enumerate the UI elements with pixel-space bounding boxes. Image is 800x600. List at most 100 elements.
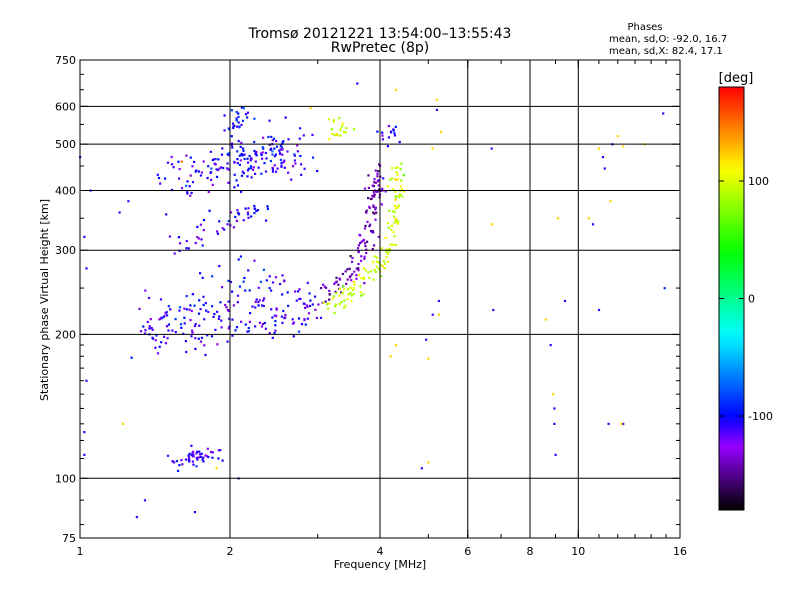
data-point xyxy=(264,327,267,330)
data-point xyxy=(246,169,250,172)
data-point xyxy=(374,208,377,211)
data-point xyxy=(357,267,360,270)
data-point xyxy=(177,160,180,163)
data-point xyxy=(365,209,368,212)
data-point xyxy=(383,267,386,270)
data-point xyxy=(375,260,378,263)
data-point xyxy=(206,334,209,337)
data-point xyxy=(297,317,301,320)
data-point xyxy=(331,297,334,300)
data-point xyxy=(368,276,371,279)
data-point xyxy=(217,449,220,452)
data-point xyxy=(166,454,170,457)
data-point xyxy=(221,227,224,230)
data-point xyxy=(158,318,161,321)
data-point xyxy=(356,82,359,85)
data-point xyxy=(337,283,340,286)
data-point xyxy=(212,315,215,318)
data-point xyxy=(591,223,595,226)
data-point xyxy=(219,301,222,304)
data-point xyxy=(370,270,373,273)
data-point xyxy=(263,297,266,300)
data-point xyxy=(83,453,86,456)
data-point xyxy=(369,197,372,201)
data-point xyxy=(381,187,384,190)
data-point xyxy=(241,170,244,173)
data-point xyxy=(402,190,405,193)
data-point xyxy=(239,145,242,148)
data-point xyxy=(392,210,395,213)
data-point xyxy=(311,156,315,159)
data-point xyxy=(362,276,366,279)
chart-title: Tromsø 20121221 13:54:00–13:55:43 xyxy=(248,26,512,42)
data-point xyxy=(197,312,201,315)
data-point xyxy=(188,185,191,188)
data-point xyxy=(379,263,382,266)
data-point xyxy=(390,228,393,231)
data-point xyxy=(374,169,377,172)
data-point xyxy=(261,304,264,307)
data-point xyxy=(221,286,224,289)
colorbar: 100 0 -100 xyxy=(718,86,773,511)
data-point xyxy=(347,293,350,296)
data-point xyxy=(235,118,238,121)
data-point xyxy=(216,343,219,346)
data-point xyxy=(293,159,296,162)
data-point xyxy=(492,308,495,312)
data-point xyxy=(227,152,231,155)
data-point xyxy=(262,304,265,308)
data-point xyxy=(231,146,234,149)
data-point xyxy=(341,272,344,276)
data-point xyxy=(343,299,346,302)
data-point xyxy=(246,330,249,333)
data-point xyxy=(180,459,183,462)
data-point xyxy=(227,327,230,330)
data-point xyxy=(217,317,220,320)
data-point xyxy=(200,336,204,339)
data-point xyxy=(372,204,375,207)
data-point xyxy=(238,285,242,288)
data-point xyxy=(313,295,317,298)
data-point xyxy=(281,293,284,296)
data-point xyxy=(216,230,219,233)
data-point xyxy=(222,166,225,170)
data-point xyxy=(179,242,182,245)
data-point xyxy=(609,200,612,203)
data-point xyxy=(238,154,241,157)
data-point xyxy=(196,225,199,228)
data-point xyxy=(218,315,221,318)
data-point xyxy=(186,192,189,195)
data-point xyxy=(221,147,224,150)
data-point xyxy=(394,344,397,347)
data-point xyxy=(281,153,284,156)
data-point xyxy=(85,267,88,270)
data-point xyxy=(151,336,154,339)
data-point xyxy=(394,178,397,181)
data-point xyxy=(392,215,396,218)
data-point xyxy=(242,149,245,152)
data-point xyxy=(400,162,403,165)
data-point xyxy=(228,317,231,320)
data-point xyxy=(188,308,191,311)
data-point xyxy=(185,184,188,187)
data-point xyxy=(196,458,199,461)
data-point xyxy=(396,173,399,176)
data-point xyxy=(333,133,336,137)
data-point xyxy=(202,229,205,232)
data-point xyxy=(357,250,360,253)
data-point xyxy=(399,168,402,171)
data-point xyxy=(373,193,376,196)
data-point xyxy=(357,263,360,266)
data-point xyxy=(372,185,375,188)
data-point xyxy=(216,169,219,172)
data-point xyxy=(210,335,213,338)
data-point xyxy=(226,167,229,170)
data-point xyxy=(300,163,303,166)
data-point xyxy=(281,274,284,277)
data-point xyxy=(193,160,196,164)
data-point xyxy=(195,465,198,468)
data-point xyxy=(170,163,174,166)
data-point xyxy=(189,194,192,197)
data-point xyxy=(166,337,169,340)
data-point xyxy=(351,256,354,260)
